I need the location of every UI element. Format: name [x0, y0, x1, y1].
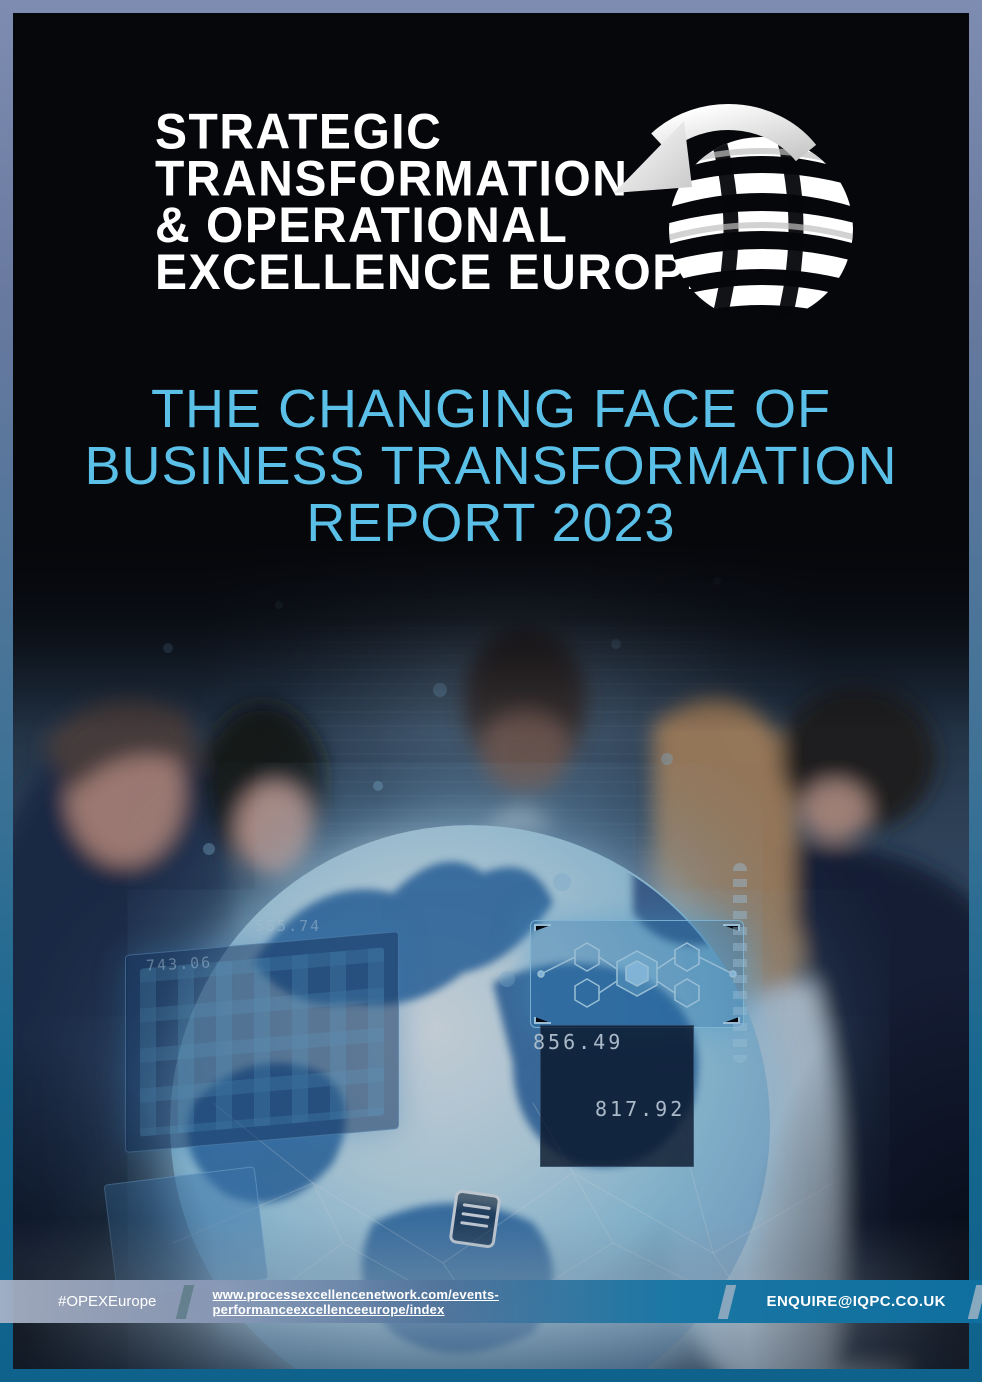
logo-line-3: & OPERATIONAL	[155, 198, 569, 254]
cover-content: STRATEGIC TRANSFORMATION & OPERATIONAL E…	[13, 13, 969, 1369]
logo-line-4: EXCELLENCE EUROPE	[155, 245, 720, 301]
footer-divider	[967, 1284, 982, 1319]
title-line-2: BUSINESS TRANSFORMATION	[84, 436, 898, 496]
event-hashtag: #OPEXEurope	[58, 1293, 157, 1310]
footer-bar: #OPEXEurope www.processexcellencenetwork…	[0, 1280, 982, 1323]
report-title: THE CHANGING FACE OF BUSINESS TRANSFORMA…	[13, 381, 969, 552]
title-line-3: REPORT 2023	[306, 493, 676, 553]
footer-divider	[176, 1284, 195, 1319]
enquiry-email[interactable]: ENQUIRE@IQPC.CO.UK	[766, 1293, 946, 1310]
event-website-link[interactable]: www.processexcellencenetwork.com/events-…	[212, 1286, 499, 1317]
event-logo-wordmark: STRATEGIC TRANSFORMATION & OPERATIONAL E…	[155, 104, 720, 301]
logo-line-2: TRANSFORMATION	[155, 151, 629, 207]
title-line-1: THE CHANGING FACE OF	[150, 379, 832, 439]
logo-line-1: STRATEGIC	[155, 104, 443, 160]
footer-divider	[718, 1284, 737, 1319]
globe-arrow-icon	[614, 104, 853, 321]
photo-top-fade	[13, 543, 969, 733]
hero-photo: 856.49 817.92 555.74 743.06	[13, 543, 969, 1369]
